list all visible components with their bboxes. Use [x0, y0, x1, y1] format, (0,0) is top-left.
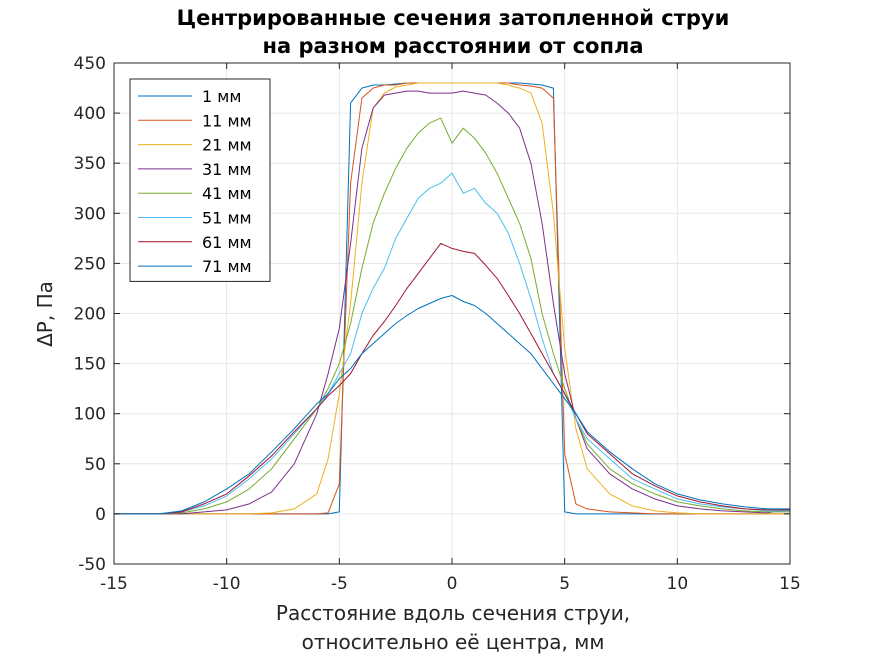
legend-label: 21 мм [202, 136, 252, 155]
y-tick-label: 450 [74, 54, 106, 74]
ticks: -15 -10 -5 0 5 10 15-5005010015020025030035040… [74, 54, 801, 594]
x-tick-label: 15 [779, 574, 801, 594]
legend-label: 31 мм [202, 160, 252, 179]
series-line-8 [114, 295, 790, 515]
series-line-5 [114, 117, 790, 515]
x-axis-label-line-1: Расстояние вдоль сечения струи, [276, 601, 630, 625]
series-layer [114, 82, 791, 515]
x-tick-label: -5 [331, 574, 348, 594]
y-tick-label: 0 [95, 505, 106, 525]
y-tick-label: 400 [74, 104, 106, 124]
y-tick-label: -50 [78, 555, 106, 575]
y-tick-label: 100 [74, 405, 106, 425]
x-tick-label: 5 [559, 574, 570, 594]
series-line-4 [114, 90, 791, 515]
y-tick-label: 150 [74, 355, 106, 375]
y-tick-label: 200 [74, 305, 106, 325]
x-tick-label: -15 [100, 574, 128, 594]
legend-label: 11 мм [202, 111, 252, 130]
legend-label: 41 мм [202, 184, 252, 203]
legend-label: 51 мм [202, 209, 252, 228]
x-axis-label-line-2: относительно её центра, мм [302, 630, 605, 654]
y-axis-label: ΔP, Па [33, 281, 57, 347]
x-tick-label: 0 [447, 574, 458, 594]
series-line-3 [114, 82, 790, 515]
chart-title-line-2: на разном расстоянии от сопла [262, 34, 643, 58]
y-tick-label: 250 [74, 254, 106, 274]
legend-box [129, 78, 271, 282]
legend-label: 1 мм [202, 87, 241, 106]
legend: 1 мм 11 мм 21 мм 31 мм 41 мм 51 мм 61 мм 71 мм [129, 78, 271, 282]
series-line-6 [114, 172, 790, 515]
legend-label: 71 мм [202, 257, 252, 276]
y-tick-label: 300 [74, 204, 106, 224]
series-line-7 [114, 242, 790, 515]
y-tick-label: 50 [84, 455, 106, 475]
chart-title-line-1: Центрированные сечения затопленной струи [177, 6, 730, 30]
legend-label: 61 мм [202, 233, 252, 252]
x-tick-label: -10 [213, 574, 241, 594]
y-tick-label: 350 [74, 154, 106, 174]
x-tick-label: 10 [667, 574, 689, 594]
